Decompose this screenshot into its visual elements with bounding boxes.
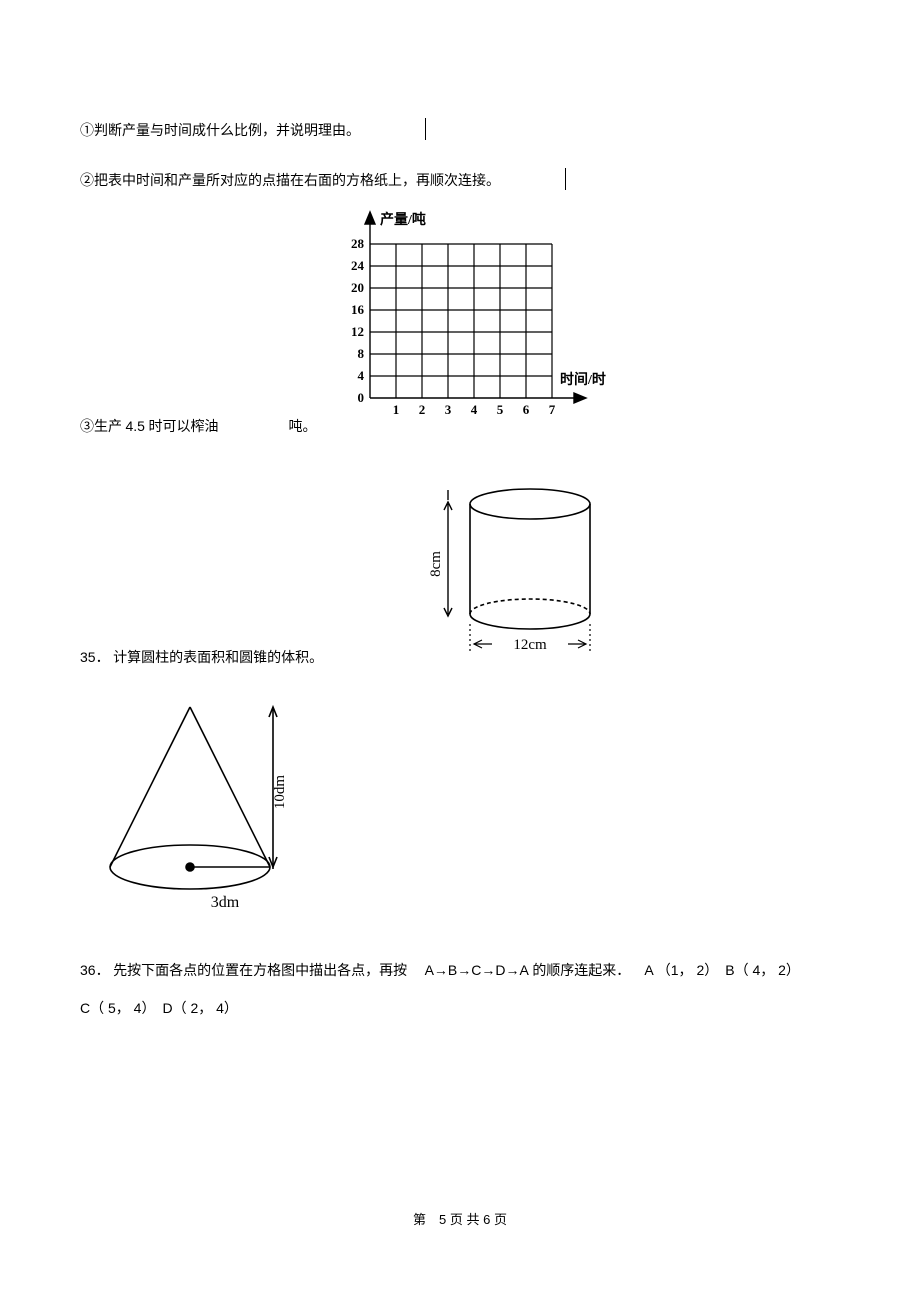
fill-blank[interactable] — [218, 430, 288, 431]
svg-text:3: 3 — [445, 402, 452, 417]
point-d: D（ 2， 4） — [162, 1000, 237, 1016]
svg-text:10dm: 10dm — [272, 775, 288, 810]
question-36-text-a: ． 先按下面各点的位置在方格图中描出各点，再按 — [96, 964, 408, 979]
vertical-divider — [565, 168, 566, 190]
question-2-text: ②把表中时间和产量所对应的点描在右面的方格纸上，再顺次连接。 — [80, 174, 500, 189]
question-3-value: 4.5 — [126, 418, 145, 434]
page-footer: 第 5 页 共 6 页 — [80, 1209, 840, 1228]
grid-chart: 0 4 8 12 16 20 24 28 1 2 3 4 5 6 — [320, 208, 620, 438]
question-1-text: ①判断产量与时间成什么比例，并说明理由。 — [80, 124, 360, 139]
svg-text:1: 1 — [393, 402, 400, 417]
svg-text:12cm: 12cm — [513, 637, 547, 653]
question-36-text-b: 的顺序连起来． — [529, 964, 631, 979]
svg-text:0: 0 — [358, 390, 365, 405]
svg-text:4: 4 — [471, 402, 478, 417]
svg-text:24: 24 — [351, 258, 365, 273]
svg-text:2: 2 — [419, 402, 426, 417]
question-3-prefix: ③生产 — [80, 420, 126, 435]
question-3-suffix: 吨。 — [288, 420, 316, 435]
cone-diagram: 10dm 3dm — [80, 697, 840, 922]
svg-text:7: 7 — [549, 402, 556, 417]
question-35-text: ． 计算圆柱的表面积和圆锥的体积。 — [96, 651, 324, 666]
question-36-sequence: A→B→C→D→A — [425, 962, 529, 978]
question-3-mid: 时可以榨油 — [145, 420, 219, 435]
point-b: B（ 4， 2） — [725, 962, 800, 978]
svg-text:8: 8 — [358, 346, 365, 361]
question-35-number: 35 — [80, 649, 96, 665]
vertical-divider — [425, 118, 426, 140]
svg-text:16: 16 — [351, 302, 365, 317]
svg-text:时间/时: 时间/时 — [560, 371, 606, 388]
svg-text:6: 6 — [523, 402, 530, 417]
svg-text:8cm: 8cm — [428, 551, 444, 577]
svg-text:产量/吨: 产量/吨 — [380, 211, 426, 228]
svg-text:12: 12 — [351, 324, 364, 339]
svg-text:28: 28 — [351, 236, 365, 251]
question-36-number: 36 — [80, 962, 96, 978]
svg-text:3dm: 3dm — [211, 894, 240, 911]
svg-text:4: 4 — [358, 368, 365, 383]
svg-text:20: 20 — [351, 280, 364, 295]
point-a: A （1， 2） — [644, 962, 718, 978]
svg-text:5: 5 — [497, 402, 504, 417]
point-c: C（ 5， 4） — [80, 1000, 155, 1016]
cylinder-diagram: 8cm 12cm — [370, 474, 630, 669]
